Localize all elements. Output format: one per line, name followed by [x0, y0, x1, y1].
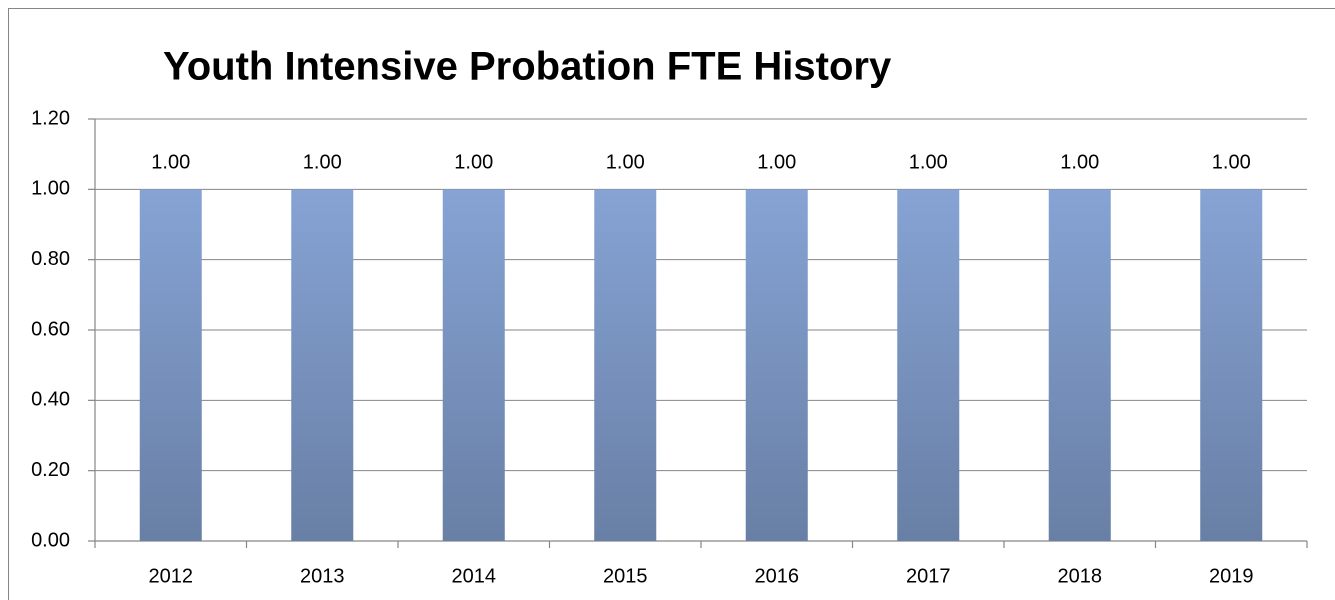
bar-shade — [745, 189, 808, 542]
value-label: 1.00 — [151, 152, 190, 174]
bar-shade — [1048, 189, 1111, 542]
bar-shade — [139, 189, 202, 542]
x-tick-label: 2013 — [300, 565, 345, 587]
x-tick-label: 2014 — [452, 565, 497, 587]
x-tick-label: 2012 — [149, 565, 194, 587]
x-tick-label: 2019 — [1209, 565, 1254, 587]
value-label: 1.00 — [606, 152, 645, 174]
x-tick-label: 2016 — [755, 565, 800, 587]
y-tick-label: 0.80 — [31, 248, 70, 270]
y-tick-label: 1.00 — [31, 178, 70, 200]
value-label: 1.00 — [909, 152, 948, 174]
y-tick-label: 0.40 — [31, 389, 70, 411]
bar-shade — [1200, 189, 1263, 542]
x-tick-label: 2017 — [906, 565, 951, 587]
bar-shade — [442, 189, 505, 542]
y-tick-label: 0.60 — [31, 318, 70, 340]
value-label: 1.00 — [1060, 152, 1099, 174]
y-tick-label: 0.20 — [31, 459, 70, 481]
value-label: 1.00 — [303, 152, 342, 174]
bar-shade — [291, 189, 354, 542]
bar-shade — [897, 189, 960, 542]
y-tick-label: 0.00 — [31, 529, 70, 551]
x-tick-label: 2018 — [1058, 565, 1103, 587]
value-label: 1.00 — [757, 152, 796, 174]
chart-border — [8, 8, 1335, 600]
x-tick-label: 2015 — [603, 565, 648, 587]
value-label: 1.00 — [454, 152, 493, 174]
y-tick-label: 1.20 — [31, 107, 70, 129]
chart-title: Youth Intensive Probation FTE History — [163, 45, 892, 89]
bar-shade — [594, 189, 657, 542]
value-label: 1.00 — [1212, 152, 1251, 174]
